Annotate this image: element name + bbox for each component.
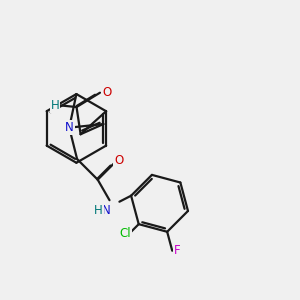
Text: O: O xyxy=(102,86,112,99)
Text: O: O xyxy=(114,154,123,167)
Text: F: F xyxy=(174,244,181,257)
Text: N: N xyxy=(65,121,74,134)
Text: Cl: Cl xyxy=(119,226,131,240)
Text: H: H xyxy=(51,99,59,112)
Text: H: H xyxy=(94,204,103,217)
Text: N: N xyxy=(102,204,111,217)
